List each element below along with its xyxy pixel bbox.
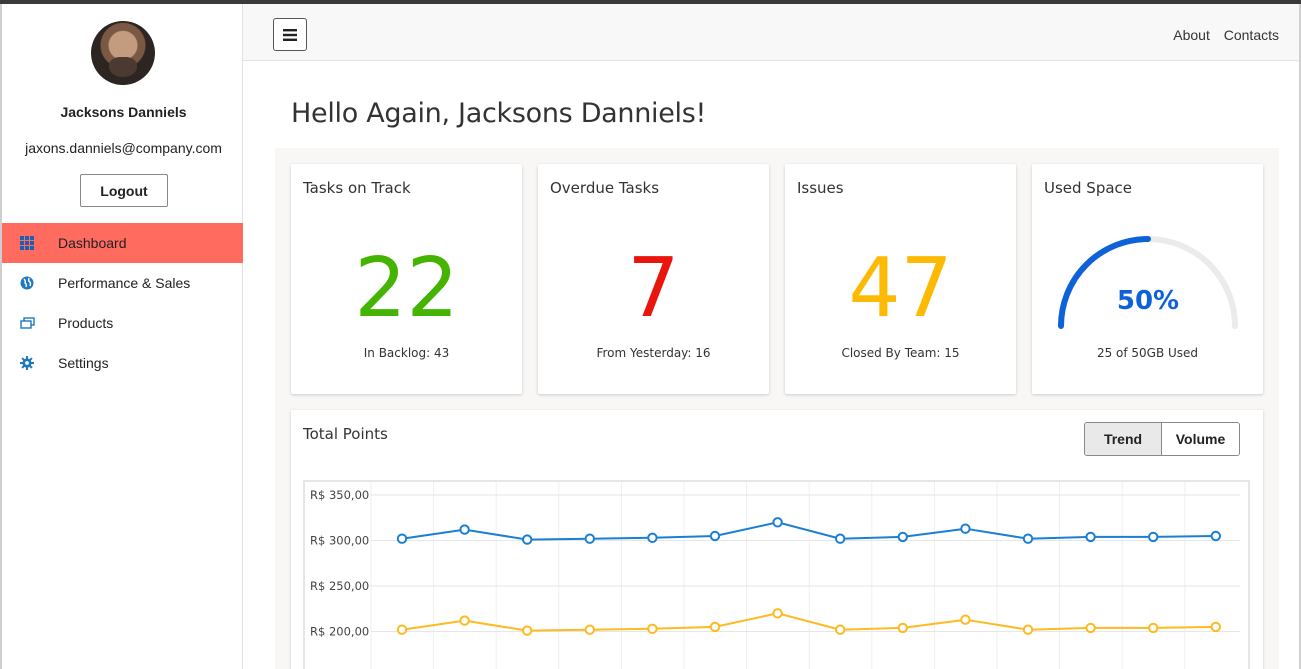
y-tick-label: R$ 250,00 — [310, 579, 369, 593]
trend-button[interactable]: Trend — [1085, 423, 1162, 455]
window-top-strip — [0, 0, 1301, 4]
data-point[interactable] — [897, 622, 908, 634]
grid-icon — [2, 236, 58, 250]
card-value: 22 — [354, 241, 459, 336]
sidebar-item-label: Settings — [58, 355, 109, 371]
products-icon — [2, 316, 58, 330]
y-tick-label: R$ 200,00 — [310, 625, 369, 639]
data-point[interactable] — [396, 533, 408, 544]
data-point[interactable] — [647, 532, 658, 543]
card-subtitle: In Backlog: 43 — [363, 346, 450, 360]
data-point[interactable] — [835, 533, 846, 544]
data-point[interactable] — [459, 524, 470, 535]
data-point[interactable] — [897, 531, 908, 543]
card-subtitle: From Yesterday: 16 — [596, 346, 711, 360]
card-subtitle: 25 of 50GB Used — [1096, 346, 1199, 360]
gauge-fill — [1058, 236, 1151, 329]
card-title: Used Space — [1044, 179, 1133, 197]
contacts-link[interactable]: Contacts — [1223, 27, 1279, 43]
data-point[interactable] — [1022, 624, 1034, 635]
page-title: Hello Again, Jacksons Danniels! — [291, 98, 707, 129]
data-point[interactable] — [1085, 622, 1096, 634]
card-title: Overdue Tasks — [550, 179, 660, 197]
card-overdue-tasks: Overdue Tasks 7 From Yesterday: 16 — [538, 164, 769, 394]
avatar[interactable] — [91, 21, 155, 85]
sidebar-item-products[interactable]: Products — [2, 303, 243, 343]
card-value: 47 — [848, 241, 953, 336]
data-point[interactable] — [1148, 622, 1159, 634]
sidebar-item-label: Products — [58, 315, 114, 331]
gear-icon — [2, 356, 58, 370]
data-point[interactable] — [459, 615, 470, 626]
used-space-gauge: 50% — [1058, 236, 1238, 329]
data-point[interactable] — [1210, 530, 1221, 542]
card-value: 7 — [627, 241, 680, 336]
sidebar: Jacksons Danniels jaxons.danniels@compan… — [0, 4, 243, 669]
hamburger-icon — [283, 28, 297, 41]
data-point[interactable] — [772, 517, 783, 528]
series-line-0 — [401, 521, 1216, 541]
card-used-space: Used Space 50% 25 of 50GB Used — [1032, 164, 1263, 394]
data-point[interactable] — [1022, 533, 1034, 544]
data-point[interactable] — [1148, 531, 1159, 543]
data-point[interactable] — [522, 534, 533, 545]
sidebar-item-settings[interactable]: Settings — [2, 343, 243, 383]
data-point[interactable] — [709, 621, 721, 633]
top-bar: About Contacts — [243, 4, 1299, 61]
card-subtitle: Closed By Team: 15 — [841, 346, 960, 360]
data-point[interactable] — [960, 614, 971, 625]
sidebar-nav: Dashboard Performance & Sales Products — [2, 223, 243, 383]
sidebar-item-performance-sales[interactable]: Performance & Sales — [2, 263, 243, 303]
volume-button[interactable]: Volume — [1162, 423, 1239, 455]
user-email: jaxons.danniels@company.com — [25, 140, 222, 156]
sidebar-item-dashboard[interactable]: Dashboard — [2, 223, 243, 263]
data-point[interactable] — [647, 623, 658, 635]
card-title: Tasks on Track — [303, 179, 411, 197]
sidebar-item-label: Performance & Sales — [58, 275, 191, 291]
data-point[interactable] — [396, 624, 408, 635]
data-point[interactable] — [584, 533, 595, 544]
data-point[interactable] — [1085, 531, 1096, 543]
about-link[interactable]: About — [1173, 27, 1210, 43]
scrollbar-edge[interactable] — [1299, 4, 1301, 669]
globe-icon — [2, 276, 58, 290]
card-tasks-on-track: Tasks on Track 22 In Backlog: 43 — [291, 164, 522, 394]
y-tick-label: R$ 350,00 — [310, 488, 369, 502]
data-point[interactable] — [960, 523, 971, 534]
data-point[interactable] — [522, 625, 533, 636]
logout-button[interactable]: Logout — [80, 174, 168, 207]
data-point[interactable] — [584, 624, 595, 635]
menu-toggle-button[interactable] — [273, 18, 307, 51]
sidebar-item-label: Dashboard — [58, 235, 127, 251]
data-point[interactable] — [709, 530, 721, 542]
header-links: About Contacts — [1163, 27, 1279, 43]
chart-title: Total Points — [303, 425, 388, 443]
gauge-value: 50% — [1117, 286, 1179, 316]
card-title: Issues — [797, 179, 844, 197]
card-issues: Issues 47 Closed By Team: 15 — [785, 164, 1016, 394]
y-tick-label: R$ 300,00 — [310, 534, 369, 548]
total-points-card: Total Points Trend Volume R$ 350,00 R$ 30… — [291, 410, 1263, 669]
data-point[interactable] — [1210, 621, 1221, 633]
chart-plot-area: R$ 350,00 R$ 300,00 R$ 250,00 R$ 200,00 — [303, 480, 1250, 669]
series-line-1 — [401, 612, 1216, 632]
data-point[interactable] — [835, 624, 846, 635]
line-chart: R$ 350,00 R$ 300,00 R$ 250,00 R$ 200,00 — [310, 482, 1240, 669]
chart-view-toggle: Trend Volume — [1084, 422, 1240, 456]
data-point[interactable] — [772, 608, 783, 619]
user-name: Jacksons Danniels — [60, 104, 187, 120]
